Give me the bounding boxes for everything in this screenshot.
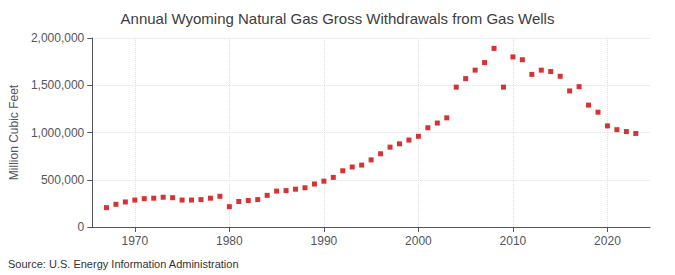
svg-text:0: 0 [78, 220, 85, 234]
svg-text:2020: 2020 [594, 234, 621, 248]
svg-text:1980: 1980 [216, 234, 243, 248]
svg-text:2000: 2000 [405, 234, 432, 248]
svg-text:1970: 1970 [121, 234, 148, 248]
svg-text:1990: 1990 [311, 234, 338, 248]
svg-text:Million Cubic Feet: Million Cubic Feet [7, 84, 21, 180]
svg-text:1,500,000: 1,500,000 [31, 78, 85, 92]
svg-text:Source: U.S. Energy Informatio: Source: U.S. Energy Information Administ… [8, 258, 239, 270]
svg-text:1,000,000: 1,000,000 [31, 126, 85, 140]
svg-text:500,000: 500,000 [41, 173, 85, 187]
svg-text:2010: 2010 [500, 234, 527, 248]
svg-text:Annual Wyoming Natural Gas Gro: Annual Wyoming Natural Gas Gross Withdra… [121, 10, 555, 27]
svg-text:2,000,000: 2,000,000 [31, 31, 85, 45]
